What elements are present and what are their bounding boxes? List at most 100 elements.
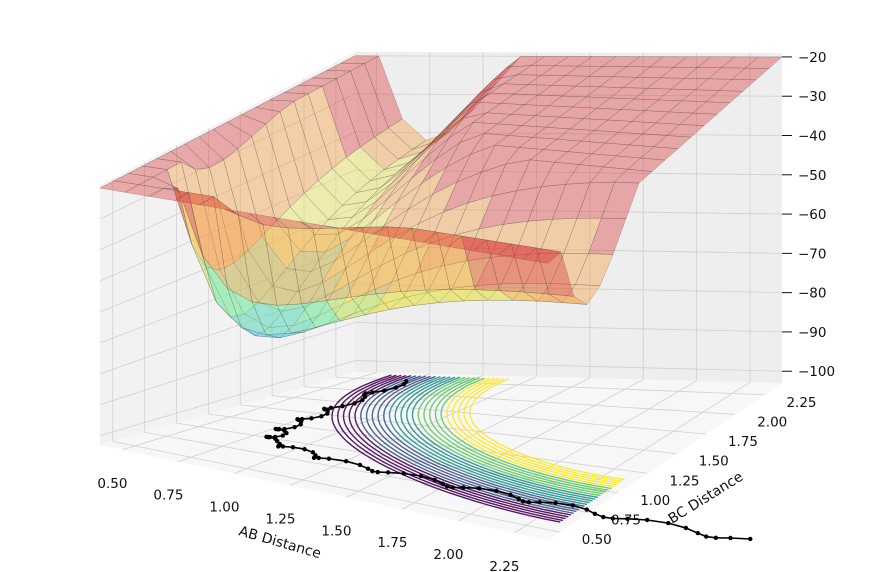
- surface-patch: [337, 226, 377, 298]
- surface-patch: [293, 292, 333, 326]
- surface-patch: [506, 55, 546, 68]
- grid-line: [354, 283, 783, 294]
- surface-patch: [312, 227, 352, 301]
- surface-patch: [418, 181, 458, 224]
- surface-patch: [499, 93, 539, 105]
- grid-line: [122, 372, 377, 451]
- surface-patch: [614, 168, 653, 184]
- z-tick-label: −40: [798, 129, 827, 145]
- surface-patch: [224, 208, 264, 225]
- surface-patch: [237, 214, 278, 306]
- surface-patch: [364, 297, 404, 316]
- surface-patch: [556, 128, 595, 142]
- grid-line: [99, 93, 356, 220]
- surface-patch: [366, 252, 407, 293]
- surface-patch: [498, 290, 539, 302]
- grid-line: [99, 55, 356, 189]
- surface-patch: [261, 221, 301, 269]
- surface-patch: [427, 260, 467, 293]
- surface-patch: [298, 221, 338, 229]
- surface-patch: [219, 262, 259, 315]
- surface-patch: [565, 164, 604, 185]
- y-tick-label: 1.00: [640, 493, 670, 509]
- surface-patch: [525, 253, 565, 284]
- trajectory-point: [370, 390, 375, 395]
- surface-patch: [289, 192, 329, 236]
- floor-pane: [100, 372, 782, 540]
- surface-patch: [350, 63, 389, 138]
- surface-patch: [416, 234, 455, 274]
- surface-patch: [213, 196, 253, 303]
- surface-patch: [350, 293, 390, 316]
- surface-patch: [435, 121, 474, 160]
- trajectory-point: [728, 535, 733, 541]
- trajectory-point: [375, 469, 380, 475]
- trajectory-point: [570, 503, 576, 508]
- surface-patch: [483, 123, 523, 136]
- trajectory-point: [592, 511, 598, 516]
- surface-patch: [456, 144, 496, 183]
- surface-patch: [188, 192, 228, 289]
- surface-patch: [355, 236, 396, 280]
- surface-patch: [622, 77, 662, 89]
- surface-patch: [202, 255, 242, 328]
- surface-patch: [424, 118, 464, 159]
- trajectory-point: [461, 485, 466, 490]
- trajectory-point: [264, 434, 269, 439]
- z-tick-label: −60: [798, 207, 827, 223]
- trajectory-point: [309, 416, 314, 421]
- surface-patch: [255, 99, 295, 112]
- surface-patch: [483, 56, 522, 94]
- trajectory-point: [343, 459, 349, 464]
- x-tick-label: 0.50: [97, 476, 127, 492]
- surface-patch: [345, 225, 385, 269]
- surface-patch: [542, 138, 582, 152]
- surface-patch: [478, 190, 518, 230]
- surface-patch: [527, 74, 566, 86]
- surface-patch: [534, 105, 574, 118]
- surface-patch: [612, 66, 651, 78]
- surface-patch: [720, 56, 759, 69]
- surface-patch: [248, 212, 289, 229]
- grid-line: [99, 322, 356, 406]
- grid-line: [99, 131, 356, 251]
- contour-level: [394, 376, 590, 504]
- surface-patch: [325, 296, 366, 322]
- trajectory-path: [264, 379, 753, 542]
- x-tick-label: 1.50: [321, 523, 351, 539]
- grid-line: [354, 245, 783, 254]
- surface-patch: [124, 184, 165, 197]
- surface-patch: [287, 227, 327, 305]
- surface-patch: [609, 87, 648, 100]
- trajectory-point: [326, 456, 332, 461]
- surface-patch: [545, 116, 585, 130]
- trajectory-point: [553, 500, 558, 506]
- surface-patch: [99, 180, 140, 193]
- surface-patch: [391, 242, 431, 283]
- surface-patch: [445, 93, 484, 132]
- surface-patch: [550, 75, 590, 87]
- surface-patch: [327, 201, 368, 220]
- trajectory-point: [340, 404, 345, 409]
- surface-patch: [338, 200, 377, 235]
- trajectory-point: [393, 385, 399, 390]
- surface-patch: [673, 56, 712, 68]
- surface-patch: [166, 161, 207, 268]
- grid-line: [144, 431, 590, 513]
- surface-patch: [552, 182, 591, 220]
- surface-patch: [326, 62, 365, 72]
- surface-patch: [149, 188, 190, 201]
- surface-patch: [339, 304, 379, 322]
- grid-line: [354, 360, 783, 372]
- surface-patch: [282, 282, 322, 312]
- surface-patch: [447, 235, 488, 252]
- grid-line: [354, 93, 783, 97]
- grid-line: [354, 131, 783, 136]
- surface-patch: [694, 78, 733, 91]
- surface-patch: [655, 111, 694, 125]
- surface-patch: [466, 83, 504, 108]
- surface-patch: [303, 180, 343, 220]
- energy-surface: [99, 55, 783, 339]
- trajectory-point: [610, 516, 616, 521]
- surface-patch: [472, 112, 512, 125]
